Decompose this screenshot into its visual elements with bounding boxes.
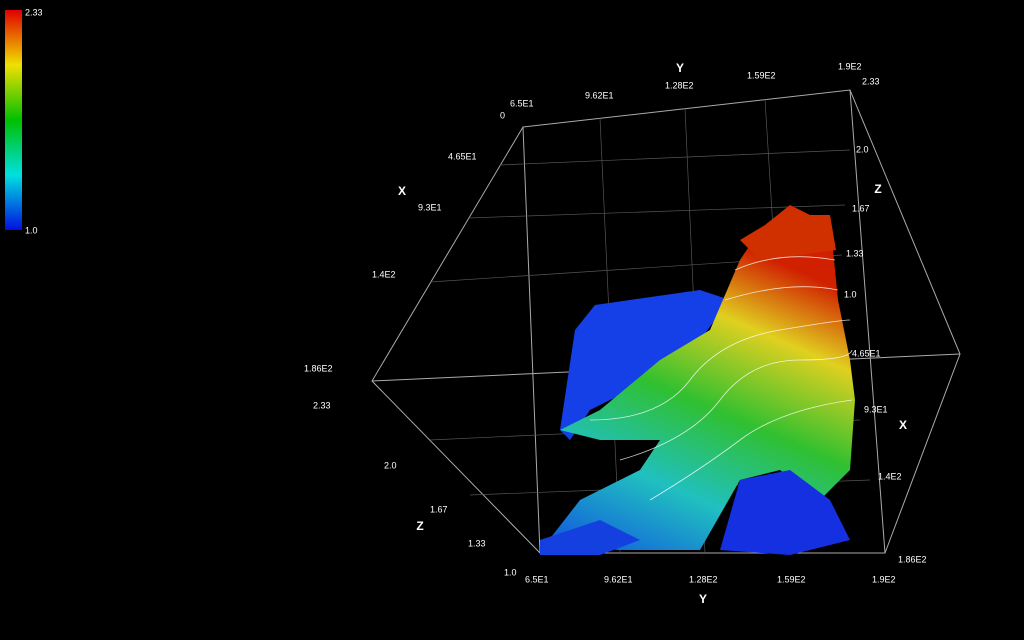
tick-label: 1.4E2	[372, 269, 396, 279]
tick-label: 0	[500, 110, 505, 120]
tick-label: 2.0	[856, 144, 869, 154]
tick-label: 9.3E1	[418, 202, 442, 212]
surface	[540, 205, 855, 555]
tick-label: 1.59E2	[777, 574, 806, 584]
tick-label: 1.86E2	[898, 554, 927, 564]
colorbar	[5, 10, 22, 230]
tick-label: 4.65E1	[852, 348, 881, 358]
tick-label: 1.28E2	[665, 80, 694, 90]
tick-label: 9.3E1	[864, 404, 888, 414]
tick-label: 2.33	[313, 400, 331, 410]
tick-label: 1.9E2	[838, 61, 862, 71]
tick-label: 2.0	[384, 460, 397, 470]
tick-label: 1.9E2	[872, 574, 896, 584]
axis-title: Z	[874, 182, 881, 196]
tick-label: 1.59E2	[747, 70, 776, 80]
tick-label: 1.33	[468, 538, 486, 548]
tick-label: 9.62E1	[604, 574, 633, 584]
axis-title: Y	[699, 592, 707, 606]
bounding-box	[371, 89, 961, 554]
colorbar-min: 1.0	[25, 225, 38, 235]
tick-label: 1.4E2	[878, 471, 902, 481]
tick-label: 6.5E1	[525, 574, 549, 584]
tick-label: 1.67	[430, 504, 448, 514]
tick-label: 9.62E1	[585, 90, 614, 100]
colorbar-max: 2.33	[25, 7, 43, 17]
tick-label: 2.33	[862, 76, 880, 86]
axis-title: Y	[676, 61, 684, 75]
tick-label: 6.5E1	[510, 98, 534, 108]
tick-label: 1.28E2	[689, 574, 718, 584]
tick-label: 1.0	[504, 567, 517, 577]
axis-title: X	[398, 184, 406, 198]
tick-label: 1.86E2	[304, 363, 333, 373]
tick-label: 1.33	[846, 248, 864, 258]
tick-label: 1.0	[844, 289, 857, 299]
axis-title: Z	[416, 519, 423, 533]
tick-label: 4.65E1	[448, 151, 477, 161]
axis-title: X	[899, 418, 907, 432]
tick-label: 1.67	[852, 203, 870, 213]
